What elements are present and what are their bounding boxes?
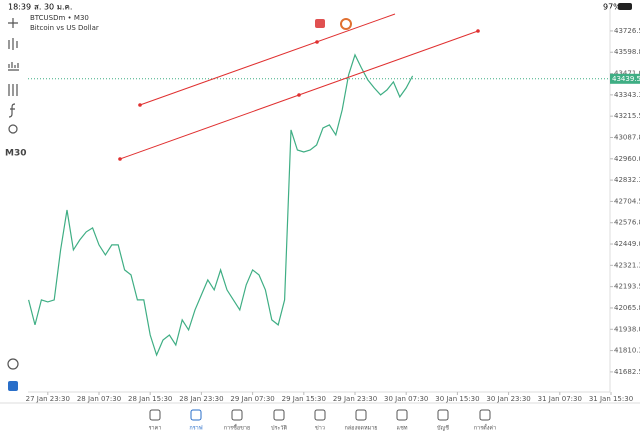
speed-tool[interactable]: [7, 358, 19, 370]
objects-tool[interactable]: [8, 124, 18, 134]
y-tick-label: 43471.05: [614, 70, 640, 78]
battery-text: 97%: [603, 3, 621, 12]
y-tick-label: 43215.55: [614, 112, 640, 120]
y-tick-label: 42832.30: [614, 176, 640, 184]
date: ส. 30 ม.ค.: [34, 3, 72, 12]
y-tick-label: 41938.05: [614, 325, 640, 333]
x-tick-label: 30 Jan 23:30: [486, 395, 530, 403]
nav-icon[interactable]: [231, 409, 243, 421]
timeframe[interactable]: M30: [5, 149, 26, 159]
chart-subtitle: Bitcoin vs US Dollar: [30, 24, 99, 32]
trend-point: [138, 103, 142, 107]
nav-icon[interactable]: [273, 409, 285, 421]
y-tick-label: 42065.80: [614, 304, 640, 312]
y-tick-label: 41682.55: [614, 368, 640, 376]
y-tick-label: 43598.80: [614, 48, 640, 56]
x-tick-label: 30 Jan 07:30: [384, 395, 428, 403]
y-tick-label: 42321.30: [614, 261, 640, 269]
bottom-nav: ราคา กราฟ การซื้อขาย ประวัติ ข่าว กล่องจดหมาย…: [149, 409, 496, 432]
nav-icon[interactable]: [396, 409, 408, 421]
x-tick-label: 28 Jan 23:30: [179, 395, 223, 403]
nav-label[interactable]: ราคา: [149, 426, 162, 432]
last-price-label: 43439.50: [612, 75, 640, 83]
y-tick-label: 42193.55: [614, 283, 640, 291]
y-tick-label: 43343.30: [614, 91, 640, 99]
bars-tool[interactable]: [8, 62, 19, 71]
x-tick-label: 31 Jan 15:30: [589, 395, 633, 403]
account-tool[interactable]: [8, 381, 18, 391]
chart-title: BTCUSDm • M30: [30, 14, 89, 22]
nav-label[interactable]: การตั้งค่า: [474, 424, 496, 432]
y-tick-label: 41810.30: [614, 347, 640, 355]
trend-point: [118, 157, 122, 161]
crosshair-tool[interactable]: [8, 18, 18, 28]
y-tick-label: 43726.55: [614, 27, 640, 35]
trend-point: [315, 40, 319, 44]
nav-icon[interactable]: [314, 409, 326, 421]
nav-label[interactable]: ข่าว: [315, 426, 325, 432]
x-tick-label: 27 Jan 23:30: [26, 395, 70, 403]
indicators-tool[interactable]: [8, 84, 18, 96]
y-tick-label: 43087.80: [614, 133, 640, 141]
price-line: [28, 53, 414, 357]
x-tick-label: 30 Jan 15:30: [435, 395, 479, 403]
function-tool[interactable]: [8, 103, 16, 118]
y-tick-label: 42960.05: [614, 155, 640, 163]
x-tick-label: 28 Jan 15:30: [128, 395, 172, 403]
nav-icon[interactable]: [479, 409, 491, 421]
y-tick-label: 42704.55: [614, 197, 640, 205]
nav-label[interactable]: ประวัติ: [271, 425, 287, 432]
x-tick-label: 31 Jan 07:30: [538, 395, 582, 403]
nav-label[interactable]: การซื้อขาย: [224, 424, 250, 432]
plot-area: 43726.55 43598.80 43471.05 43343.30 43215.55…: [26, 8, 640, 403]
trend-point: [476, 29, 480, 33]
trend-point: [297, 93, 301, 97]
x-tick-label: 28 Jan 07:30: [77, 395, 121, 403]
clock: 18:39: [8, 3, 31, 12]
nav-icon[interactable]: [355, 409, 367, 421]
left-toolbar: M30: [5, 18, 26, 391]
indicator-icon[interactable]: [340, 18, 352, 30]
nav-label[interactable]: กราฟ: [189, 425, 202, 432]
nav-icon[interactable]: [437, 409, 449, 421]
nav-label[interactable]: กล่องจดหมาย: [344, 426, 377, 432]
x-tick-label: 29 Jan 23:30: [333, 395, 377, 403]
battery-icon: [618, 3, 632, 10]
y-tick-label: 42449.05: [614, 240, 640, 248]
nav-label[interactable]: แชท: [397, 425, 408, 432]
x-tick-label: 29 Jan 15:30: [282, 395, 326, 403]
y-tick-label: 42576.80: [614, 219, 640, 227]
x-tick-label: 29 Jan 07:30: [230, 395, 274, 403]
last-price-box: [610, 73, 640, 84]
trend-line: [139, 13, 396, 106]
chart-type-tool[interactable]: [8, 38, 18, 50]
nav-icon[interactable]: [149, 409, 161, 421]
nav-icon[interactable]: [190, 409, 202, 421]
trade-icon[interactable]: [315, 19, 325, 28]
nav-label[interactable]: บัญชี: [437, 425, 449, 432]
